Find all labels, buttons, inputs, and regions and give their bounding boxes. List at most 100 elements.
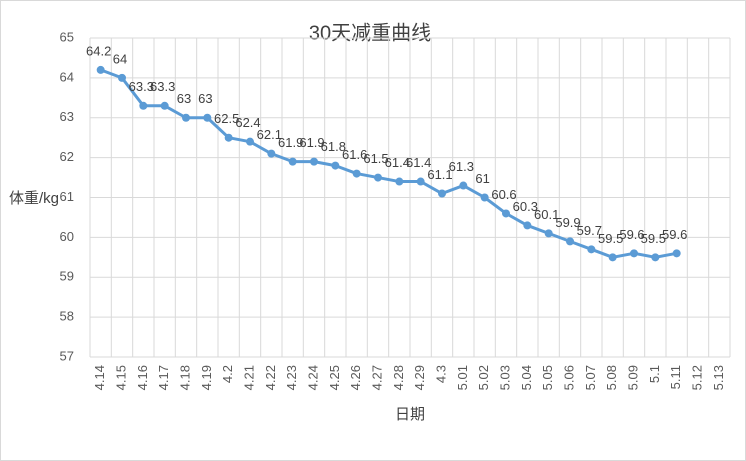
data-label: 60.6 bbox=[491, 187, 516, 202]
y-tick-label: 64 bbox=[60, 69, 74, 84]
x-axis-title: 日期 bbox=[395, 406, 425, 423]
data-point bbox=[374, 173, 382, 182]
data-point bbox=[480, 193, 489, 202]
x-tick-label: 5.07 bbox=[583, 365, 598, 390]
data-point bbox=[523, 221, 532, 230]
x-tick-label: 4.15 bbox=[113, 365, 128, 390]
data-label: 60.3 bbox=[513, 199, 538, 214]
data-point bbox=[224, 133, 233, 142]
x-tick-label: 4.22 bbox=[263, 365, 278, 390]
data-label: 63.3 bbox=[129, 79, 154, 94]
data-point bbox=[566, 237, 574, 246]
data-label: 62.4 bbox=[235, 115, 260, 130]
data-label: 61 bbox=[475, 171, 489, 186]
x-tick-label: 5.04 bbox=[519, 365, 534, 390]
data-label: 61.9 bbox=[278, 135, 303, 150]
data-point bbox=[459, 181, 468, 190]
data-point bbox=[160, 101, 169, 110]
x-tick-label: 5.03 bbox=[497, 365, 512, 390]
x-tick-label: 4.17 bbox=[156, 365, 171, 390]
data-point bbox=[246, 137, 254, 146]
data-point bbox=[288, 157, 297, 166]
data-label: 61.4 bbox=[406, 155, 431, 170]
data-label: 59.6 bbox=[662, 227, 687, 242]
data-point bbox=[96, 65, 105, 74]
x-tick-label: 5.13 bbox=[711, 365, 726, 390]
y-tick-label: 62 bbox=[60, 149, 74, 164]
x-tick-label: 4.3 bbox=[433, 365, 448, 383]
x-tick-label: 4.26 bbox=[348, 365, 363, 390]
x-tick-label: 5.1 bbox=[647, 365, 662, 383]
x-tick-label: 4.19 bbox=[199, 365, 214, 390]
x-tick-label: 4.27 bbox=[369, 365, 384, 390]
data-point bbox=[203, 113, 212, 122]
x-tick-label: 4.2 bbox=[220, 365, 235, 383]
data-point bbox=[438, 189, 446, 198]
x-tick-label: 5.08 bbox=[604, 365, 619, 390]
chart-title: 30天减重曲线 bbox=[309, 21, 431, 44]
x-tick-label: 5.09 bbox=[625, 365, 640, 390]
data-label: 61.8 bbox=[321, 139, 346, 154]
data-label: 62.1 bbox=[257, 127, 282, 142]
x-tick-label: 5.02 bbox=[476, 365, 491, 390]
data-point bbox=[267, 149, 276, 158]
data-point bbox=[651, 253, 660, 262]
y-tick-label: 57 bbox=[60, 348, 74, 363]
data-label: 59.7 bbox=[577, 223, 602, 238]
x-tick-label: 5.06 bbox=[561, 365, 576, 390]
y-tick-label: 59 bbox=[60, 269, 74, 284]
x-tick-label: 5.12 bbox=[689, 365, 704, 390]
data-label: 64 bbox=[113, 51, 127, 66]
y-axis-title: 体重/kg bbox=[9, 190, 59, 207]
x-tick-label: 5.01 bbox=[455, 365, 470, 390]
x-tick-label: 4.29 bbox=[412, 365, 427, 390]
data-label: 60.1 bbox=[534, 207, 559, 222]
data-label: 61.1 bbox=[427, 167, 452, 182]
x-tick-label: 4.18 bbox=[177, 365, 192, 390]
data-label: 61.9 bbox=[299, 135, 324, 150]
data-label: 63 bbox=[177, 91, 191, 106]
data-label: 61.4 bbox=[385, 155, 410, 170]
data-label: 61.5 bbox=[363, 151, 388, 166]
data-label: 59.9 bbox=[555, 215, 580, 230]
data-point bbox=[672, 249, 681, 258]
x-tick-label: 4.28 bbox=[391, 365, 406, 390]
data-point bbox=[139, 101, 148, 110]
y-tick-label: 61 bbox=[60, 189, 74, 204]
x-tick-label: 4.25 bbox=[327, 365, 342, 390]
data-label: 64.2 bbox=[86, 43, 111, 58]
x-tick-label: 5.05 bbox=[540, 365, 555, 390]
data-label: 59.6 bbox=[619, 227, 644, 242]
y-tick-label: 65 bbox=[60, 29, 74, 44]
data-point bbox=[608, 253, 617, 262]
data-label: 63 bbox=[198, 91, 212, 106]
data-point bbox=[544, 229, 553, 238]
data-point bbox=[118, 73, 126, 82]
data-point bbox=[502, 209, 510, 218]
x-tick-label: 5.11 bbox=[668, 365, 683, 389]
x-tick-label: 4.21 bbox=[241, 365, 256, 390]
data-point bbox=[310, 157, 318, 166]
y-tick-label: 58 bbox=[60, 309, 74, 324]
x-tick-label: 4.24 bbox=[305, 365, 320, 390]
x-tick-label: 4.14 bbox=[92, 365, 107, 390]
data-point bbox=[331, 161, 340, 170]
data-point bbox=[352, 169, 361, 178]
x-tick-label: 4.23 bbox=[284, 365, 299, 390]
data-label: 63.3 bbox=[150, 79, 175, 94]
data-label: 59.5 bbox=[641, 231, 666, 246]
data-label: 59.5 bbox=[598, 231, 623, 246]
data-point bbox=[416, 177, 425, 186]
data-point bbox=[182, 113, 190, 122]
data-point bbox=[630, 249, 638, 258]
data-label: 61.3 bbox=[449, 159, 474, 174]
data-point bbox=[395, 177, 404, 186]
data-line bbox=[100, 68, 677, 259]
data-label: 61.6 bbox=[342, 147, 367, 162]
data-point bbox=[587, 245, 596, 254]
y-tick-label: 63 bbox=[60, 109, 74, 124]
x-tick-label: 4.16 bbox=[135, 365, 150, 390]
data-label: 62.5 bbox=[214, 111, 239, 126]
y-tick-label: 60 bbox=[60, 229, 74, 244]
